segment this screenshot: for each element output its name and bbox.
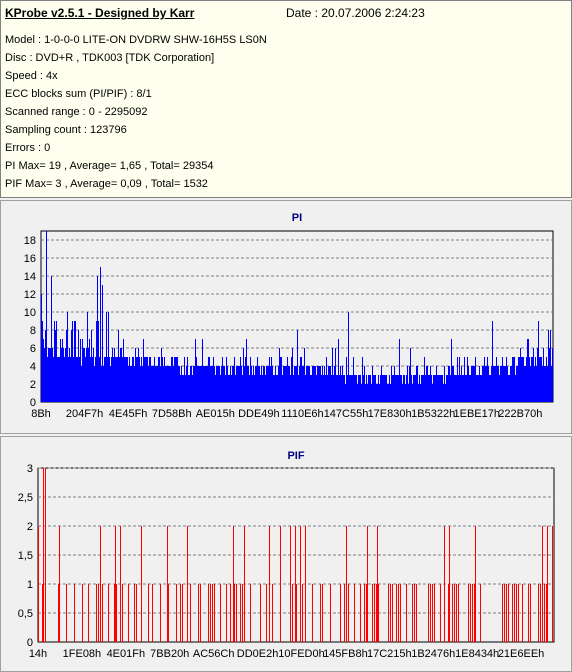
x-tick-label: DD0E2h xyxy=(237,648,279,660)
y-tick-label: 0 xyxy=(30,397,36,409)
y-tick-label: 16 xyxy=(24,253,36,265)
x-tick-label: 1B2476h xyxy=(411,648,455,660)
info-ecc: ECC blocks sum (PI/PIF) : 8/1 xyxy=(5,88,152,100)
y-tick-label: 0 xyxy=(27,637,33,649)
x-tick-label: 7BB20h xyxy=(150,648,189,660)
chart-title: PI xyxy=(292,212,302,224)
x-tick-label: AC56Ch xyxy=(193,648,235,660)
y-tick-label: 14 xyxy=(24,271,36,283)
info-pif-stats: PIF Max= 3 , Average= 0,09 , Total= 1532 xyxy=(5,178,208,190)
x-tick-label: 147C55h xyxy=(324,408,369,420)
pif-chart: PIF 0 0,5 1 1,5 2 2,5 3 14h 1FE08h 4E01Fh 7BB20h AC5… xyxy=(18,450,555,660)
pi-bar-series xyxy=(41,231,553,402)
x-tick-label: 1E8434h xyxy=(455,648,499,660)
y-tick-label: 3 xyxy=(27,463,33,475)
info-range: Scanned range : 0 - 2295092 xyxy=(5,106,148,118)
x-tick-label: 222B70h xyxy=(498,408,542,420)
pif-bar-series xyxy=(38,468,553,642)
info-speed: Speed : 4x xyxy=(5,70,58,82)
y-tick-label: 2 xyxy=(30,379,36,391)
x-tick-label: 7D58Bh xyxy=(152,408,192,420)
y-tick-label: 4 xyxy=(30,361,36,373)
x-tick-label: 1EBE17h xyxy=(454,408,500,420)
y-tick-label: 6 xyxy=(30,343,36,355)
info-pi-stats: PI Max= 19 , Average= 1,65 , Total= 2935… xyxy=(5,160,214,172)
y-tick-label: 2 xyxy=(27,521,33,533)
info-sampling: Sampling count : 123796 xyxy=(5,124,127,136)
x-tick-label: 17E830h xyxy=(368,408,412,420)
y-tick-label: 12 xyxy=(24,289,36,301)
info-model: Model : 1-0-0-0 LITE-ON DVDRW SHW-16H5S … xyxy=(5,34,267,46)
x-tick-label: 1110E6h xyxy=(281,408,323,420)
y-tick-label: 1,5 xyxy=(18,550,33,562)
y-tick-label: 18 xyxy=(24,235,36,247)
x-tick-label: 145FB8h xyxy=(323,648,368,660)
pif-bars xyxy=(38,468,553,642)
x-tick-label: 21E6EEh xyxy=(498,648,544,660)
pif-chart-panel: PIF 0 0,5 1 1,5 2 2,5 3 14h 1FE08h 4E01Fh 7BB20h AC5… xyxy=(0,436,572,672)
pi-chart-panel: PI 0 2 4 6 8 10 12 14 16 18 8Bh 204F7h 4E45Fh 7D58Bh AE… xyxy=(0,200,572,434)
x-tick-label: 17C215h xyxy=(367,648,412,660)
y-tick-label: 0,5 xyxy=(18,608,33,620)
x-tick-label: 8Bh xyxy=(31,408,51,420)
info-errors: Errors : 0 xyxy=(5,142,51,154)
chart-title: PIF xyxy=(287,450,304,462)
y-tick-label: 10 xyxy=(24,307,36,319)
x-tick-label: AE015h xyxy=(196,408,235,420)
x-tick-label: 10FED0h xyxy=(278,648,324,660)
info-disc: Disc : DVD+R , TDK003 [TDK Corporation] xyxy=(5,52,215,64)
pi-bars xyxy=(41,231,553,402)
x-tick-label: 204F7h xyxy=(66,408,103,420)
x-tick-label: 1B5322h xyxy=(411,408,455,420)
x-tick-label: 1FE08h xyxy=(63,648,102,660)
y-tick-label: 1 xyxy=(27,579,33,591)
scan-date: Date : 20.07.2006 2:24:23 xyxy=(286,6,425,20)
x-tick-label: DDE49h xyxy=(238,408,280,420)
info-panel: KProbe v2.5.1 - Designed by Karr Date : … xyxy=(0,0,572,198)
x-tick-label: 4E01Fh xyxy=(107,648,146,660)
x-tick-label: 14h xyxy=(29,648,47,660)
app-title: KProbe v2.5.1 - Designed by Karr xyxy=(5,6,195,20)
y-tick-label: 8 xyxy=(30,325,36,337)
y-tick-label: 2,5 xyxy=(18,492,33,504)
x-tick-label: 4E45Fh xyxy=(109,408,148,420)
pi-chart: PI 0 2 4 6 8 10 12 14 16 18 8Bh 204F7h 4E45Fh 7D58Bh AE… xyxy=(24,212,554,420)
